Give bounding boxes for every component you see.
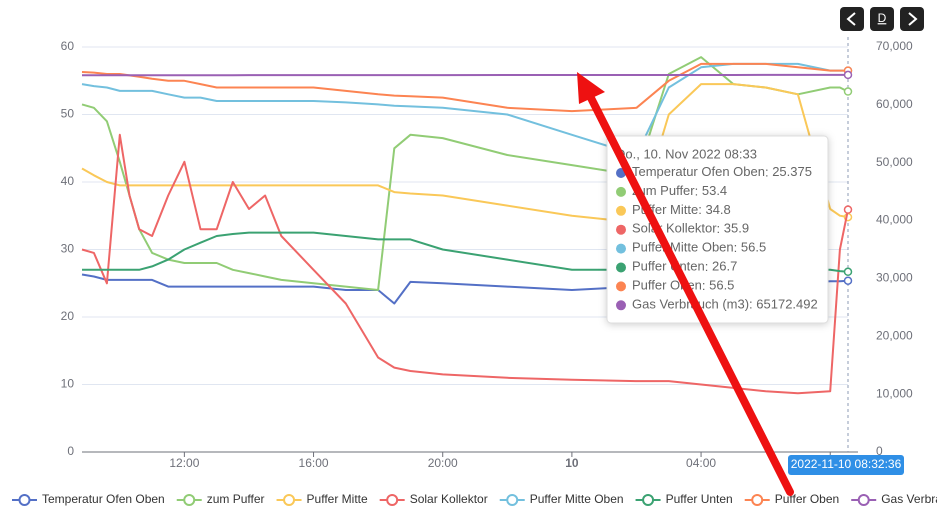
tooltip: Do., 10. Nov 2022 08:33 Temperatur Ofen … [606, 135, 829, 324]
series-line [81, 62, 848, 113]
tooltip-item: Puffer Mitte: 34.8 [632, 202, 731, 217]
y-tick-label: 20 [61, 309, 75, 323]
crosshair-label: 2022-11-10 08:32:36 [791, 457, 902, 471]
y-tick-label: 30 [61, 242, 75, 256]
y2-tick-label: 50,000 [876, 155, 913, 169]
tooltip-dot [616, 243, 626, 254]
y2-tick-label: 70,000 [876, 39, 913, 53]
end-marker [843, 205, 853, 214]
x-tick-label: 16:00 [299, 456, 329, 470]
x-tick-label: 10 [565, 456, 579, 470]
y2-tick-label: 20,000 [876, 328, 913, 342]
d-label: D [878, 11, 887, 25]
tooltip-name: Gas Verbrauch (m3) [632, 297, 749, 312]
next-button[interactable] [900, 7, 924, 31]
end-marker [843, 276, 853, 285]
legend-icon [18, 494, 31, 506]
y-tick-label: 10 [61, 377, 75, 391]
tooltip-value: 34.8 [705, 202, 730, 217]
tooltip-name: Puffer Mitte Oben [632, 240, 734, 255]
tooltip-item: Puffer Unten: 26.7 [632, 259, 737, 274]
legend-label[interactable]: Temperatur Ofen Oben [42, 492, 165, 506]
tooltip-name: Solar Kollektor [632, 221, 717, 236]
y-tick-label: 40 [61, 174, 75, 188]
y-tick-label: 50 [61, 107, 75, 121]
tooltip-dot [616, 186, 626, 197]
tooltip-value: 35.9 [724, 221, 749, 236]
end-marker [843, 87, 853, 96]
series-line [81, 83, 849, 224]
tooltip-dot [616, 281, 626, 292]
y2-tick-label: 40,000 [876, 213, 913, 227]
legend-label[interactable]: Gas Verbrauch (m3) [881, 492, 937, 506]
tooltip-value: 65172.492 [756, 297, 817, 312]
x-tick-label: 04:00 [686, 456, 716, 470]
tooltip-value: 56.5 [709, 278, 734, 293]
prev-icon [846, 12, 856, 26]
y2-tick-label: 10,000 [876, 386, 913, 400]
y2-tick-label: 60,000 [876, 97, 913, 111]
series-line [81, 56, 849, 291]
tooltip-value: 56.5 [741, 240, 766, 255]
legend-label[interactable]: Puffer Unten [666, 492, 733, 506]
tooltip-dot [616, 300, 626, 311]
tooltip-dot [616, 262, 626, 273]
legend-label[interactable]: zum Puffer [207, 492, 265, 506]
legend-label[interactable]: Puffer Mitte Oben [530, 492, 624, 506]
d-button[interactable] [870, 7, 894, 31]
series-line [81, 133, 849, 395]
legend-icon [857, 494, 870, 506]
x-tick-label: 12:00 [169, 456, 199, 470]
next-icon [908, 12, 918, 26]
tooltip-value: 53.4 [702, 183, 727, 198]
end-marker [843, 70, 853, 80]
legend-label[interactable]: Solar Kollektor [410, 492, 488, 506]
tooltip-dot [616, 224, 626, 235]
tooltip-name: Temperatur Ofen Oben [632, 164, 765, 179]
tooltip-item: zum Puffer: 53.4 [632, 183, 727, 198]
arrow-head [577, 72, 605, 104]
x-tick-label: 20:00 [428, 456, 458, 470]
crosshair-badge [788, 455, 904, 475]
tooltip-item: Temperatur Ofen Oben: 25.375 [632, 164, 812, 179]
tooltip-name: Puffer Unten [632, 259, 705, 274]
tooltip-value: 26.7 [712, 259, 737, 274]
tooltip-item: Gas Verbrauch (m3): 65172.492 [632, 297, 818, 312]
legend-icon [183, 494, 196, 506]
y-tick-label: 0 [67, 444, 74, 458]
tooltip-box [606, 135, 829, 324]
prev-button[interactable] [840, 7, 864, 31]
y2-tick-label: 30,000 [876, 271, 913, 285]
y-tick-label: 60 [61, 39, 75, 53]
tooltip-value: 25.375 [772, 164, 812, 179]
legend-label[interactable]: Puffer Oben [775, 492, 840, 506]
legend-icon [506, 494, 519, 506]
nav: D [840, 7, 924, 31]
tooltip-item: Solar Kollektor: 35.9 [632, 221, 749, 236]
legend-label[interactable]: Puffer Mitte [307, 492, 368, 506]
legend: Temperatur Ofen Oben zum Puffer Puffer Mit… [12, 492, 937, 506]
tooltip-name: zum Puffer [632, 183, 695, 198]
end-marker [843, 267, 853, 277]
y2-tick-label: 0 [876, 444, 883, 458]
tooltip-dot [616, 205, 626, 216]
annotation-arrow [577, 72, 794, 496]
legend-icon [642, 494, 655, 506]
tooltip-title: Do., 10. Nov 2022 08:33 [616, 146, 757, 161]
legend-icon [751, 494, 764, 506]
legend-icon [283, 494, 296, 506]
legend-icon [386, 494, 399, 506]
arrow-shaft [586, 92, 794, 496]
tooltip-item: Puffer Mitte Oben: 56.5 [632, 240, 766, 255]
